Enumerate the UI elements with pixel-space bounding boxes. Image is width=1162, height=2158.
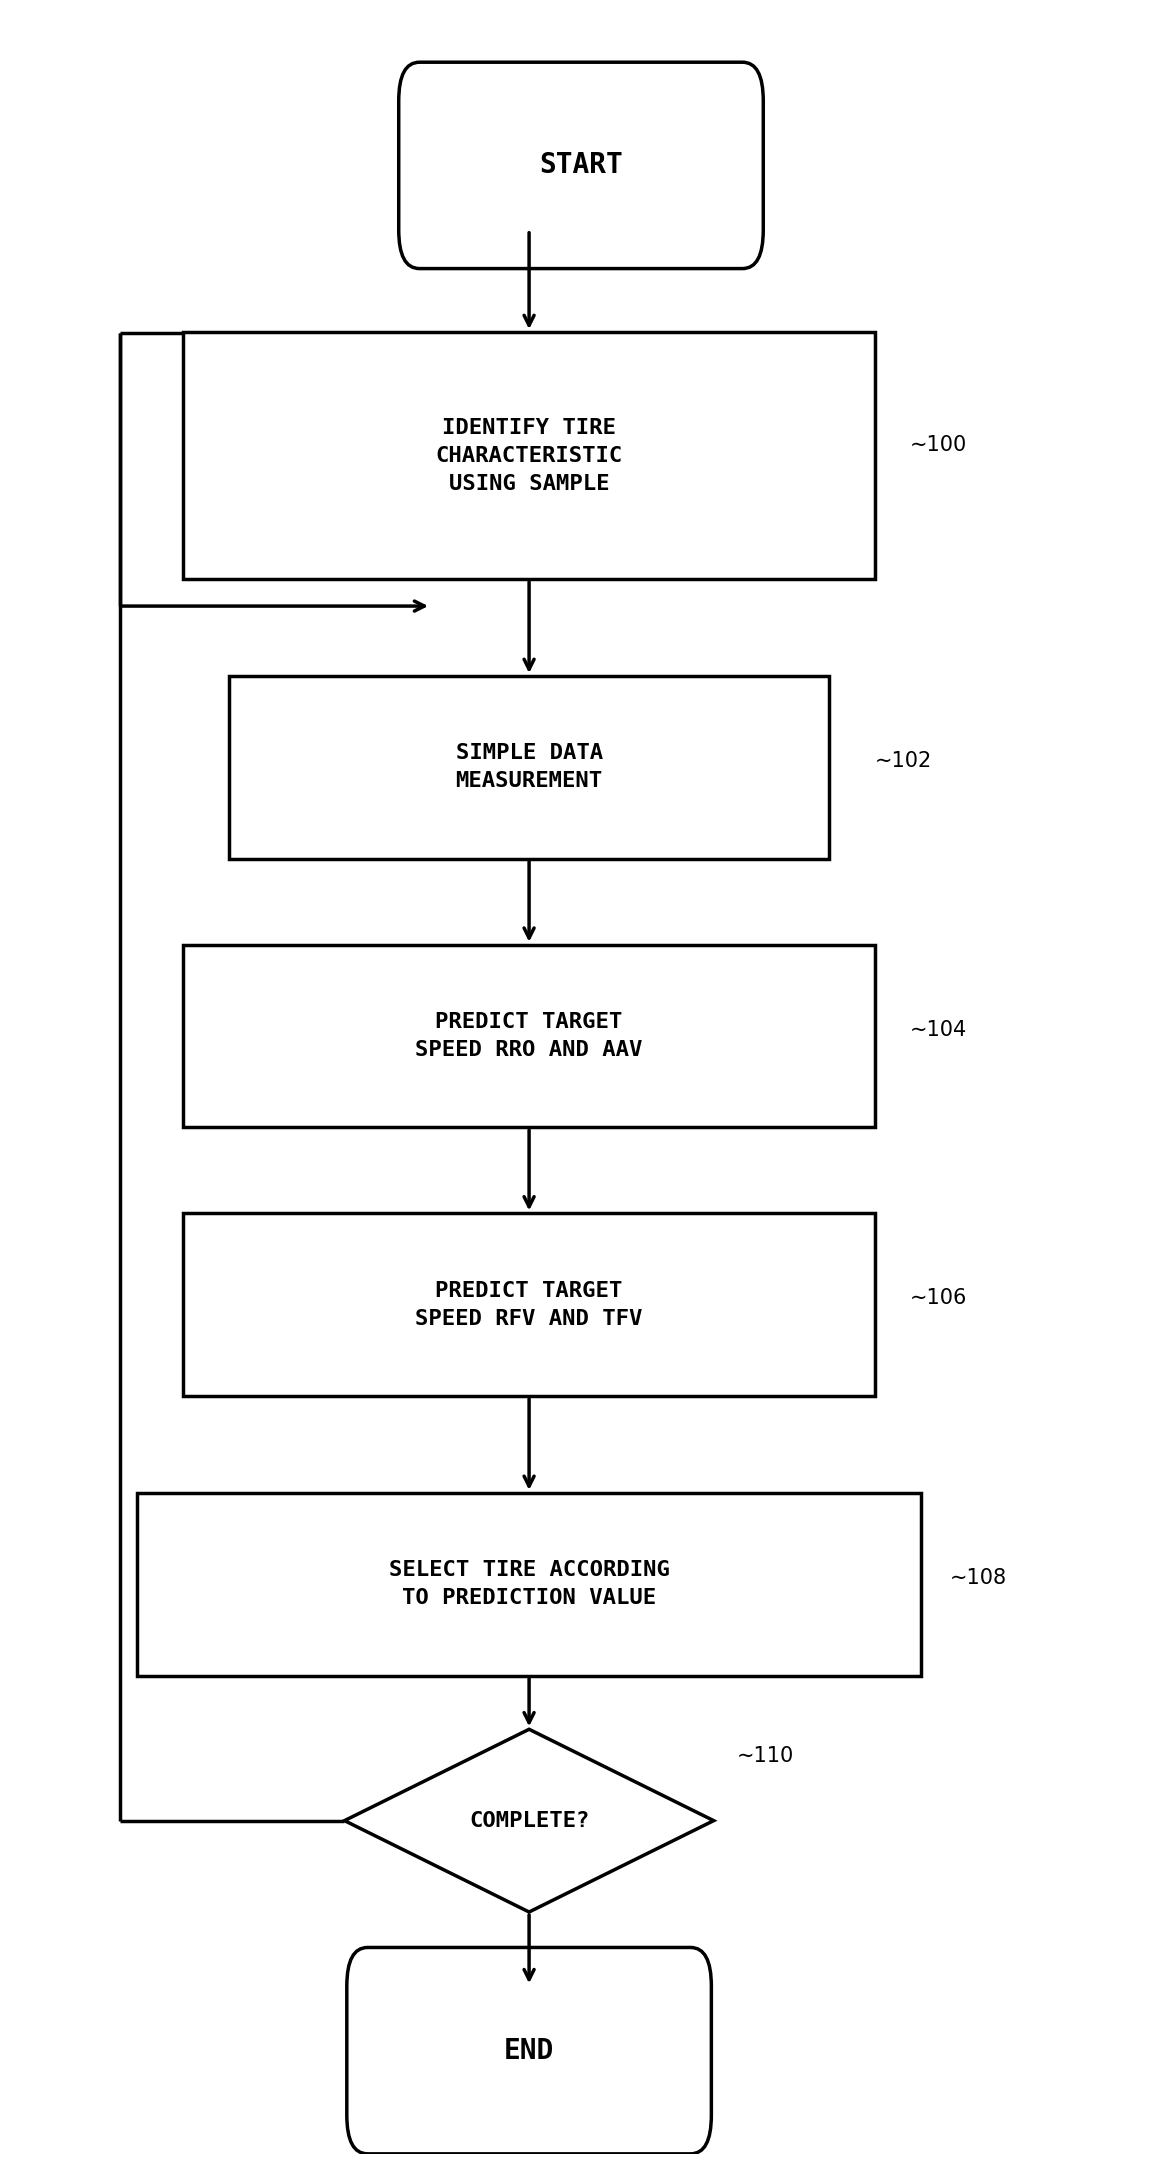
- Text: IDENTIFY TIRE
CHARACTERISTIC
USING SAMPLE: IDENTIFY TIRE CHARACTERISTIC USING SAMPL…: [436, 419, 623, 494]
- Text: PREDICT TARGET
SPEED RRO AND AAV: PREDICT TARGET SPEED RRO AND AAV: [415, 1012, 643, 1060]
- FancyBboxPatch shape: [399, 63, 763, 268]
- Text: PREDICT TARGET
SPEED RFV AND TFV: PREDICT TARGET SPEED RFV AND TFV: [415, 1280, 643, 1329]
- Bar: [182, 1213, 875, 1396]
- Text: ∼110: ∼110: [737, 1746, 794, 1765]
- Bar: [137, 1493, 921, 1675]
- Bar: [182, 332, 875, 578]
- Text: SIMPLE DATA
MEASUREMENT: SIMPLE DATA MEASUREMENT: [456, 742, 603, 792]
- Bar: [182, 945, 875, 1126]
- Text: END: END: [504, 2037, 554, 2065]
- Text: ∼100: ∼100: [910, 436, 967, 455]
- Text: ∼104: ∼104: [910, 1019, 967, 1040]
- FancyBboxPatch shape: [346, 1947, 711, 2154]
- Text: COMPLETE?: COMPLETE?: [469, 1811, 589, 1830]
- Text: ∼102: ∼102: [875, 751, 932, 770]
- Text: ∼106: ∼106: [910, 1288, 967, 1308]
- Text: ∼108: ∼108: [951, 1567, 1007, 1588]
- Bar: [229, 675, 829, 859]
- Text: SELECT TIRE ACCORDING
TO PREDICTION VALUE: SELECT TIRE ACCORDING TO PREDICTION VALU…: [388, 1560, 669, 1608]
- Text: START: START: [539, 151, 623, 179]
- Polygon shape: [344, 1729, 713, 1912]
